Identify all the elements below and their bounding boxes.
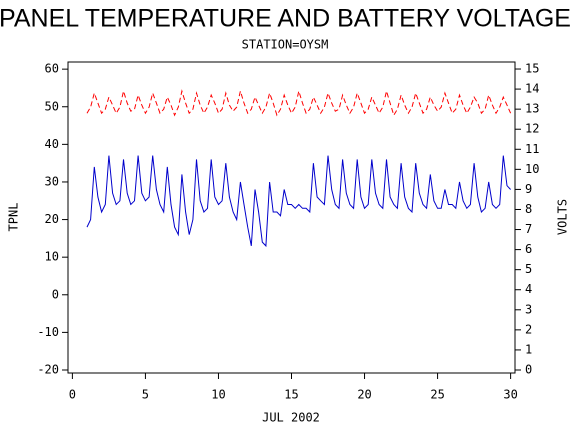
y2-tick-label: 14: [525, 82, 539, 96]
y-tick-label: 0: [52, 287, 59, 301]
y-tick-label: 50: [45, 99, 59, 113]
y2-tick-label: 6: [525, 242, 532, 256]
y-tick-label: 30: [45, 174, 59, 188]
y2-tick-label: 5: [525, 262, 532, 276]
data-line: [86, 89, 512, 117]
x-tick-label: 25: [430, 388, 444, 402]
y2-tick-label: 4: [525, 282, 532, 296]
y-tick-label: 20: [45, 212, 59, 226]
x-tick-label: 10: [211, 388, 225, 402]
x-tick-label: 30: [503, 388, 517, 402]
chart-title: PANEL TEMPERATURE AND BATTERY VOLTAGE: [0, 5, 570, 33]
x-tick-label: 20: [357, 388, 371, 402]
y2-tick-label: 13: [525, 102, 539, 116]
y2-tick-label: 15: [525, 62, 539, 76]
y2-tick-label: 12: [525, 122, 539, 136]
x-axis-label: JUL 2002: [262, 411, 320, 425]
y2-tick-label: 9: [525, 182, 532, 196]
x-tick-label: 5: [142, 388, 149, 402]
y2-axis-label: VOLTS: [556, 199, 570, 235]
y-tick-label: 40: [45, 137, 59, 151]
x-tick-label: 15: [284, 388, 298, 402]
y-tick-label: 10: [45, 250, 59, 264]
y-axis-label: TPNL: [7, 203, 21, 232]
y2-tick-label: 3: [525, 302, 532, 316]
y-tick-label: -20: [37, 362, 59, 376]
x-tick-label: 0: [69, 388, 76, 402]
y2-tick-label: 8: [525, 202, 532, 216]
y2-tick-label: 2: [525, 322, 532, 336]
y2-tick-label: 10: [525, 162, 539, 176]
y-tick-label: -10: [37, 325, 59, 339]
y2-tick-label: 0: [525, 362, 532, 376]
data-line: [86, 155, 511, 248]
y2-tick-label: 7: [525, 222, 532, 236]
y2-tick-label: 11: [525, 142, 539, 156]
chart-subtitle: STATION=OYSM: [242, 38, 329, 52]
y2-tick-label: 1: [525, 342, 532, 356]
y-tick-label: 60: [45, 62, 59, 76]
